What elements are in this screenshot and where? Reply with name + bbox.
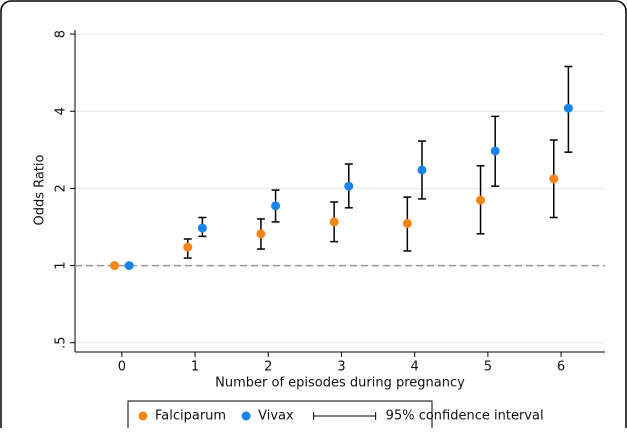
- legend-label: Falciparum: [155, 409, 226, 424]
- x-tick-label: 1: [191, 360, 199, 375]
- y-tick-label: 4: [54, 107, 69, 115]
- y-tick-label: 8: [54, 30, 69, 38]
- point: [197, 223, 207, 233]
- point: [490, 146, 500, 156]
- x-tick-label: 6: [557, 360, 565, 375]
- point: [271, 201, 281, 211]
- y-axis-label: Odds Ratio: [33, 154, 48, 225]
- point: [183, 242, 193, 252]
- x-tick-label: 5: [484, 360, 492, 375]
- legend-box: [127, 400, 433, 432]
- point: [549, 174, 559, 184]
- point: [402, 218, 412, 228]
- x-tick-label: 4: [411, 360, 419, 375]
- point: [329, 217, 339, 227]
- point: [417, 165, 427, 175]
- x-tick-label: 2: [264, 360, 272, 375]
- point: [256, 229, 266, 239]
- point: [110, 261, 120, 271]
- y-tick-label: 2: [54, 184, 69, 192]
- legend-marker: [138, 411, 148, 421]
- x-axis-label: Number of episodes during pregnancy: [215, 376, 465, 391]
- legend-label: Vivax: [258, 409, 294, 424]
- legend-label: 95% confidence interval: [386, 409, 544, 424]
- x-tick-label: 0: [118, 360, 126, 375]
- x-tick-label: 3: [337, 360, 345, 375]
- point: [344, 181, 354, 191]
- point: [124, 261, 134, 271]
- y-tick-label: 1: [54, 261, 69, 269]
- y-tick-label: .5: [54, 337, 69, 349]
- legend-marker: [241, 411, 251, 421]
- point: [563, 103, 573, 113]
- point: [476, 195, 486, 205]
